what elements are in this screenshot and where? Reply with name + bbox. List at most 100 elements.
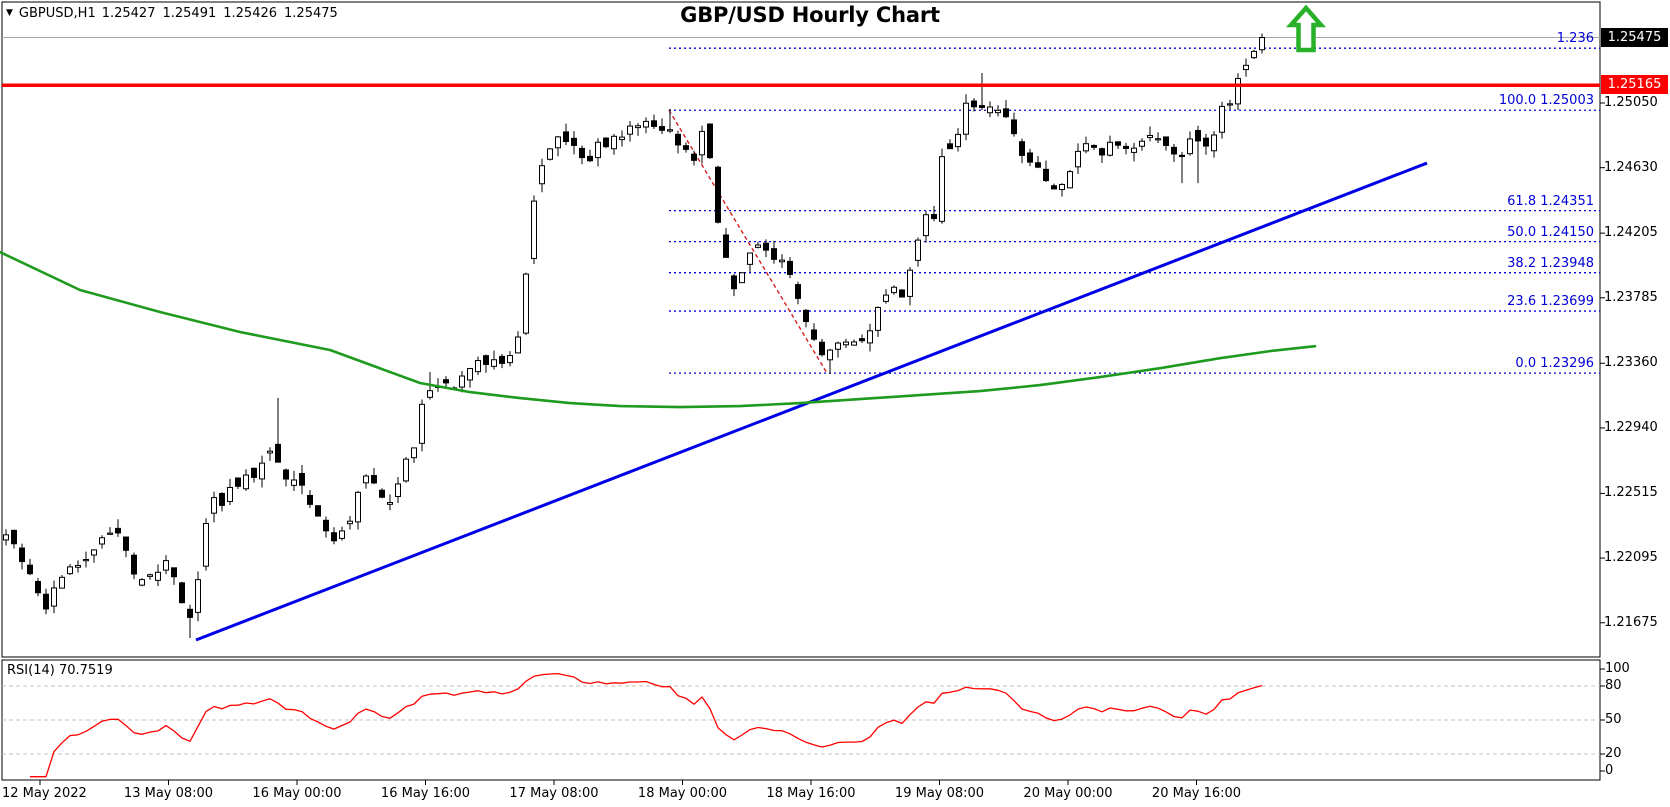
candle-body <box>923 214 929 237</box>
candle-body <box>867 330 873 344</box>
candle-body <box>1091 144 1097 148</box>
candle-body <box>627 125 633 135</box>
candle-body <box>971 100 977 108</box>
price-axis-label: 1.25050 <box>1604 95 1658 110</box>
candle-body <box>1123 145 1129 149</box>
candle-body <box>155 571 161 581</box>
candle-body <box>139 579 145 586</box>
candle-body <box>995 109 1001 114</box>
candle-body <box>635 125 641 129</box>
price-axis-label: 1.22940 <box>1604 419 1658 435</box>
candle-body <box>11 529 17 545</box>
candle-body <box>963 102 969 135</box>
candle-body <box>811 329 817 340</box>
candle-body <box>771 248 777 260</box>
candle-body <box>723 234 729 258</box>
main-pane-border <box>1 1 1601 658</box>
fib-level-label: 0.0 1.23296 <box>1515 356 1594 372</box>
candle-body <box>291 479 297 486</box>
candle-body <box>395 483 401 497</box>
candle-body <box>483 355 489 365</box>
candle-body <box>419 403 425 444</box>
candle-body <box>179 582 185 604</box>
price-axis-label: 1.21675 <box>1604 614 1658 630</box>
candle-body <box>603 137 609 148</box>
candle-body <box>939 156 945 222</box>
time-axis-label: 20 May 16:00 <box>1151 786 1242 801</box>
candle-body <box>99 537 105 545</box>
candle-body <box>715 166 721 223</box>
candle-body <box>707 123 713 159</box>
candle-body <box>747 252 753 265</box>
ohlc-high: 1.25491 <box>162 6 217 21</box>
symbol-dropdown-icon[interactable]: ▼ <box>6 8 13 18</box>
rsi-value: 70.7519 <box>58 663 113 678</box>
candle-body <box>683 145 689 150</box>
candle-body <box>819 341 825 356</box>
candle-body <box>283 469 289 480</box>
candle-body <box>1147 134 1153 138</box>
candle-body <box>539 165 545 185</box>
price-axis-label: 1.24205 <box>1604 225 1658 241</box>
price-axis-label: 1.22515 <box>1604 485 1658 501</box>
symbol-timeframe: GBPUSD,H1 <box>18 6 96 21</box>
candle-body <box>1211 134 1217 152</box>
candle-body <box>259 462 265 480</box>
candle-body <box>1115 141 1121 146</box>
candle-body <box>947 143 953 150</box>
candle-body <box>1203 137 1209 147</box>
rsi-axis-label: 50 <box>1605 712 1622 727</box>
candle-body <box>699 130 705 156</box>
candle-body <box>35 580 41 594</box>
candle-body <box>691 153 697 161</box>
candle-body <box>1251 50 1257 59</box>
candle-body <box>371 474 377 484</box>
candle-body <box>1259 37 1265 51</box>
ohlc-close: 1.25475 <box>284 6 338 21</box>
candle-body <box>987 106 993 114</box>
candle-body <box>1035 162 1041 168</box>
candle-body <box>1051 185 1057 190</box>
ohlc-open: 1.25427 <box>101 6 156 21</box>
candle-body <box>659 126 665 131</box>
candle-body <box>1139 140 1145 147</box>
fib-level-label: 50.0 1.24150 <box>1507 224 1594 240</box>
candle-body <box>1179 154 1185 158</box>
rsi-axis-label: 80 <box>1605 678 1622 693</box>
candle-body <box>1235 78 1241 105</box>
candle-body <box>1243 64 1249 71</box>
candle-body <box>195 579 201 613</box>
candle-body <box>835 342 841 350</box>
candle-body <box>459 375 465 388</box>
candle-body <box>227 486 233 502</box>
candle-body <box>107 532 113 535</box>
candle-body <box>619 136 625 141</box>
candle-body <box>1027 152 1033 163</box>
fib-level-label: 23.6 1.23699 <box>1507 294 1594 310</box>
candle-body <box>379 489 385 498</box>
candle-body <box>123 536 129 551</box>
candle-body <box>667 129 673 132</box>
candle-body <box>211 497 217 514</box>
candle-body <box>739 272 745 284</box>
candle-body <box>763 242 769 251</box>
candle-body <box>979 105 985 108</box>
candle-body <box>571 137 577 146</box>
candle-body <box>795 284 801 299</box>
candle-body <box>403 458 409 482</box>
candle-body <box>59 576 65 589</box>
candle-body <box>1003 108 1009 118</box>
time-axis-label: 20 May 00:00 <box>1023 786 1113 801</box>
candle-body <box>555 136 561 149</box>
candle-body <box>331 532 337 542</box>
rsi-name: RSI(14) <box>7 663 55 678</box>
fib-level-label: 61.8 1.24351 <box>1507 193 1594 209</box>
candle-body <box>827 349 833 361</box>
candle-body <box>235 477 241 487</box>
candle-body <box>147 574 153 577</box>
candle-body <box>915 239 921 261</box>
candle-body <box>83 559 89 562</box>
candle-body <box>787 260 793 275</box>
